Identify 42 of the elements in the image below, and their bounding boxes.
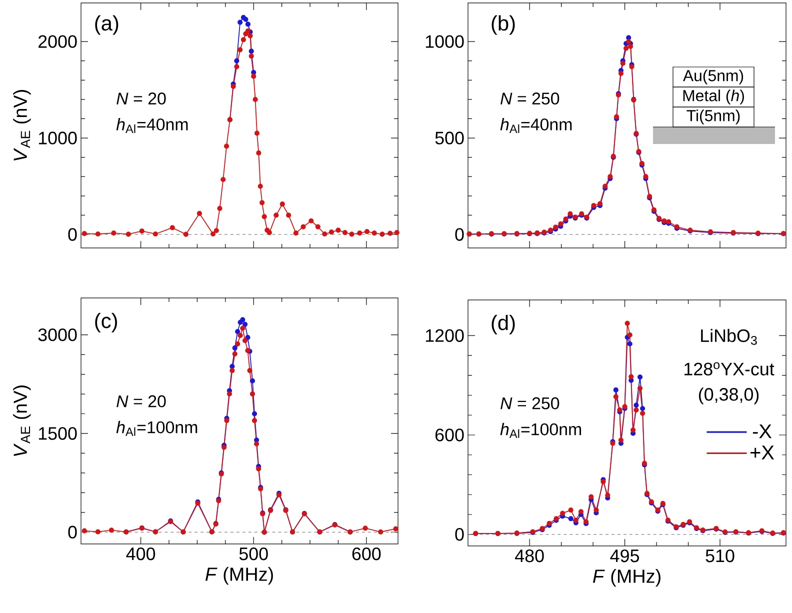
annotation: N = 20 (116, 92, 166, 105)
x-tick-label: 480 (515, 549, 544, 562)
legend-label: -X (752, 424, 772, 438)
annotation: h$_{Al}$=100nm (500, 422, 582, 438)
annotation: Metal (h) (683, 90, 744, 104)
x-tick-label: 510 (706, 549, 734, 562)
y-tick-label: 1000 (38, 132, 77, 144)
annotation: h$_{Al}$=40nm (500, 118, 572, 133)
annotation: Ti(5nm) (686, 110, 740, 124)
annotation: LiNbO$_{3}$ (701, 328, 757, 345)
annotation: 128$^{o}$YX-cut (684, 362, 774, 376)
y-tick-label: 500 (435, 132, 464, 144)
annotation: (0,38,0) (698, 388, 759, 404)
y-tick-label: 600 (435, 428, 464, 442)
x-tick-label: 495 (610, 549, 639, 562)
x-tick-label: 600 (352, 547, 381, 560)
y-tick-label: 1200 (426, 329, 464, 342)
x-tick-label: 400 (126, 547, 156, 560)
y-tick-label: 1500 (38, 427, 77, 440)
annotation: N = 250 (500, 397, 560, 410)
y-tick-label: 2000 (38, 35, 77, 48)
y-axis-title: V$_{AE}$ (nV) (13, 386, 31, 456)
y-tick-label: 0 (455, 228, 464, 241)
annotation: Au(5nm) (682, 70, 744, 84)
annotation: (a) (95, 15, 118, 35)
annotation: (c) (95, 312, 117, 332)
annotation: (d) (492, 314, 515, 334)
x-axis-title: F (MHz) (592, 569, 660, 587)
annotation: (b) (492, 15, 515, 35)
x-tick-label: 500 (239, 547, 268, 560)
y-tick-label: 3000 (38, 328, 77, 342)
annotation: N = 20 (116, 395, 166, 408)
annotation: h$_{Al}$=40nm (116, 118, 188, 133)
y-tick-label: 1000 (426, 35, 464, 48)
y-tick-label: 0 (68, 526, 77, 538)
annotation: N = 250 (500, 92, 560, 105)
y-tick-label: 0 (455, 528, 464, 541)
annotation: h$_{Al}$=100nm (116, 420, 198, 436)
y-tick-label: 0 (68, 228, 77, 241)
legend-label: +X (750, 446, 774, 460)
y-axis-title: V$_{AE}$ (nV) (13, 90, 31, 160)
x-axis-title: F (MHz) (205, 567, 273, 585)
